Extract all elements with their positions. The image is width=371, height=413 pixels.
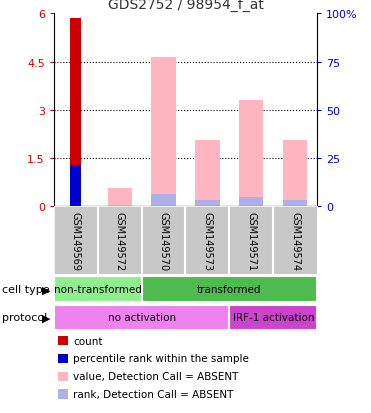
Text: count: count [73,336,103,346]
Bar [283,201,307,206]
Text: GSM149570: GSM149570 [158,212,168,271]
Bar [239,101,263,206]
Text: non-transformed: non-transformed [54,285,142,294]
Text: no activation: no activation [108,313,175,323]
Text: GSM149569: GSM149569 [71,212,81,271]
Bar [151,58,175,206]
Text: transformed: transformed [197,285,262,294]
Text: ▶: ▶ [42,313,50,323]
Bar [196,201,220,206]
Text: GSM149573: GSM149573 [203,212,213,271]
Text: rank, Detection Call = ABSENT: rank, Detection Call = ABSENT [73,389,234,399]
Bar [142,277,317,302]
Bar [70,19,81,206]
Text: GSM149571: GSM149571 [246,212,256,271]
Bar [54,305,229,330]
Title: GDS2752 / 98954_f_at: GDS2752 / 98954_f_at [108,0,263,12]
Bar [283,141,307,206]
Bar [151,195,175,206]
Bar [70,166,81,206]
Bar [196,141,220,206]
Text: GSM149574: GSM149574 [290,212,300,271]
Text: IRF-1 activation: IRF-1 activation [233,313,314,323]
Text: cell type: cell type [2,285,49,294]
Text: percentile rank within the sample: percentile rank within the sample [73,354,249,363]
Text: value, Detection Call = ABSENT: value, Detection Call = ABSENT [73,371,239,381]
Text: protocol: protocol [2,313,47,323]
Text: GSM149572: GSM149572 [115,212,125,271]
Text: ▶: ▶ [42,285,50,294]
Bar [239,197,263,206]
Bar [229,305,317,330]
Bar [108,189,132,206]
Bar [54,277,142,302]
